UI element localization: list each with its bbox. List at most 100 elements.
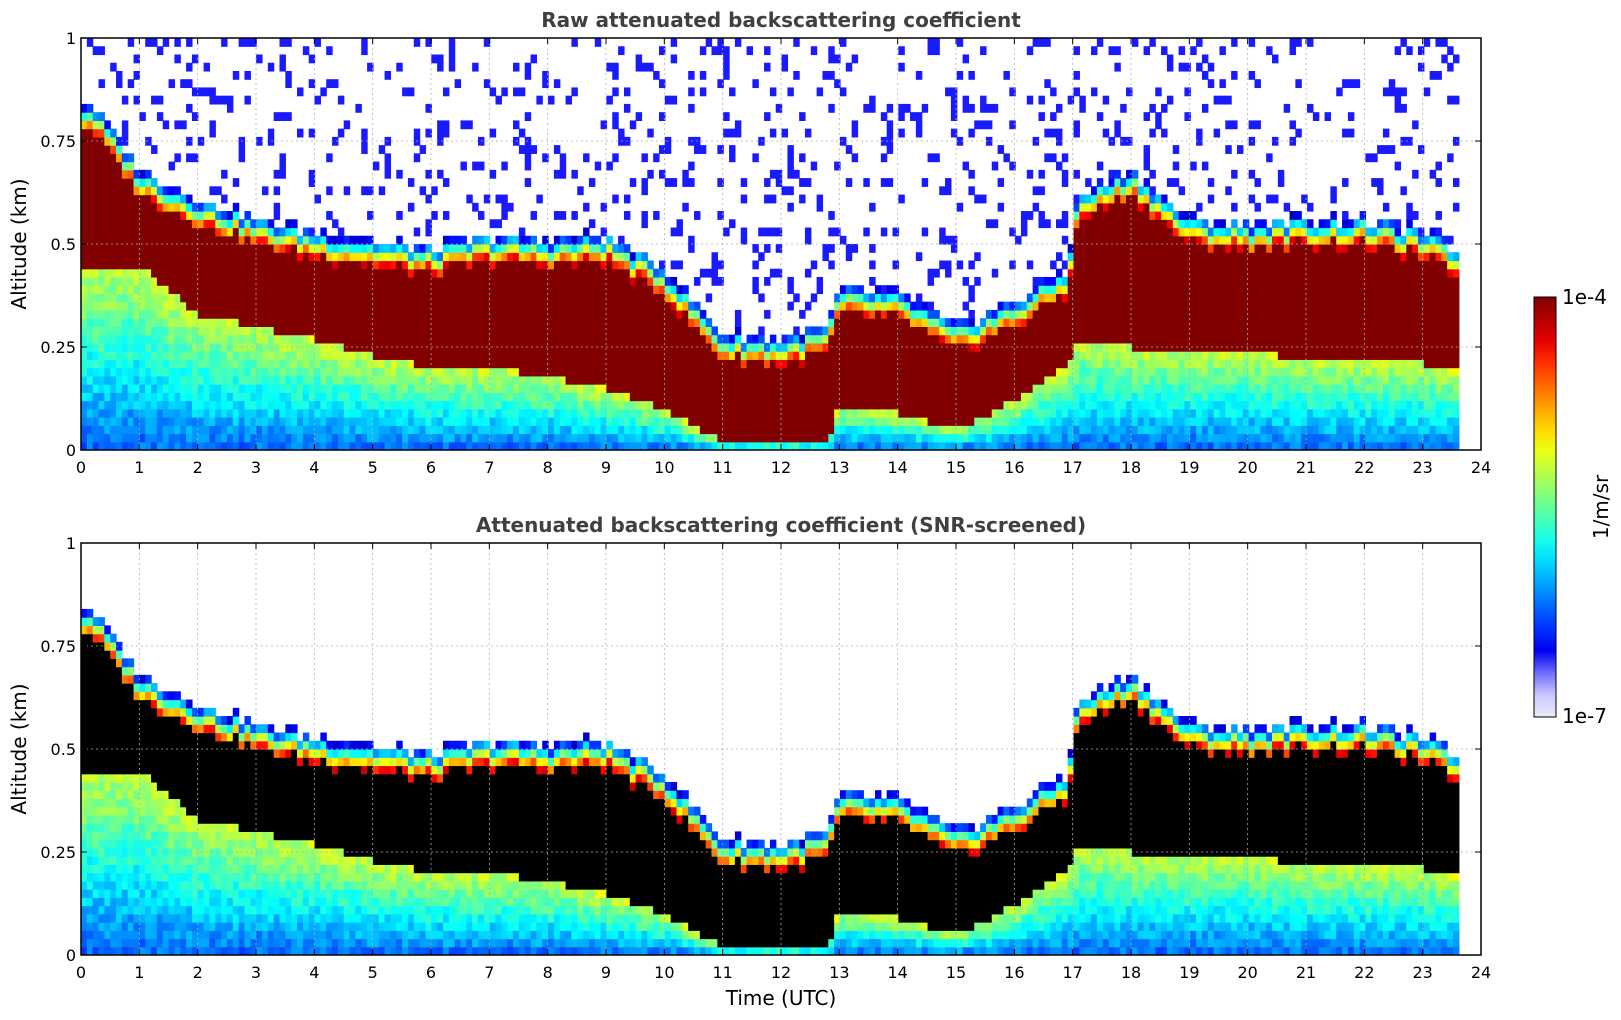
heatmap-cell	[548, 351, 555, 360]
heatmap-cell	[437, 128, 444, 138]
heatmap-cell	[1120, 425, 1127, 435]
heatmap-cell	[378, 351, 386, 360]
heatmap-cell	[594, 244, 602, 253]
heatmap-cell	[571, 351, 578, 360]
heatmap-cell	[1026, 359, 1034, 369]
heatmap-cell	[92, 318, 100, 327]
heatmap-cell	[664, 400, 672, 410]
heatmap-cell	[880, 309, 888, 319]
heatmap-cell	[1020, 351, 1028, 360]
heatmap-cell	[191, 268, 199, 278]
heatmap-cell	[168, 309, 176, 319]
heatmap-cell	[156, 202, 164, 212]
heatmap-cell	[326, 433, 333, 443]
heatmap-cell	[1085, 178, 1092, 187]
heatmap-cell	[191, 87, 199, 97]
heatmap-cell	[828, 392, 835, 402]
heatmap-cell	[332, 318, 339, 327]
heatmap-cell	[221, 384, 228, 393]
heatmap-cell	[1026, 260, 1034, 270]
heatmap-cell	[1102, 326, 1110, 336]
heatmap-cell	[191, 112, 199, 121]
heatmap-cell	[180, 367, 187, 377]
heatmap-cell	[407, 293, 415, 303]
heatmap-cell	[933, 417, 940, 426]
heatmap-cell	[133, 293, 140, 303]
heatmap-cell	[92, 359, 100, 369]
heatmap-cell	[734, 408, 742, 418]
heatmap-cell	[816, 351, 824, 360]
heatmap-cell	[145, 342, 152, 352]
heatmap-cell	[927, 309, 934, 319]
heatmap-cell	[939, 359, 946, 369]
heatmap-cell	[343, 309, 351, 319]
heatmap-cell	[250, 227, 257, 237]
heatmap-cell	[921, 375, 929, 385]
heatmap-cell	[524, 153, 532, 163]
heatmap-cell	[308, 367, 316, 377]
heatmap-cell	[530, 293, 537, 303]
heatmap-cell	[635, 384, 643, 393]
heatmap-cell	[168, 161, 176, 171]
heatmap-cell	[618, 392, 625, 402]
heatmap-cell	[355, 408, 362, 418]
heatmap-cell	[875, 301, 882, 311]
heatmap-cell	[413, 359, 421, 369]
heatmap-cell	[483, 309, 491, 319]
heatmap-cell	[209, 186, 216, 196]
heatmap-cell	[355, 301, 362, 311]
heatmap-cell	[133, 425, 140, 435]
heatmap-cell	[1114, 244, 1121, 253]
heatmap-cell	[746, 392, 753, 402]
heatmap-cell	[734, 425, 742, 435]
heatmap-cell	[1015, 351, 1022, 360]
heatmap-cell	[127, 194, 135, 204]
heatmap-cell	[92, 268, 100, 278]
heatmap-cell	[588, 351, 596, 360]
heatmap-cell	[98, 441, 105, 450]
heatmap-cell	[676, 367, 683, 377]
heatmap-cell	[98, 359, 105, 369]
heatmap-cell	[962, 301, 970, 311]
heatmap-cell	[705, 417, 713, 426]
heatmap-cell	[828, 351, 835, 360]
heatmap-cell	[980, 334, 987, 344]
heatmap-cell	[407, 334, 415, 344]
heatmap-cell	[910, 384, 917, 393]
heatmap-cell	[104, 351, 111, 360]
heatmap-cell	[104, 227, 111, 237]
heatmap-cell	[86, 268, 94, 278]
heatmap-cell	[1055, 351, 1063, 360]
heatmap-cell	[758, 359, 765, 369]
heatmap-cell	[221, 309, 228, 319]
heatmap-cell	[191, 309, 199, 319]
heatmap-cell	[361, 334, 368, 344]
heatmap-cell	[238, 326, 246, 336]
heatmap-cell	[308, 392, 316, 402]
heatmap-cell	[629, 392, 637, 402]
heatmap-cell	[804, 375, 812, 385]
heatmap-cell	[606, 433, 613, 443]
heatmap-cell	[314, 38, 321, 47]
heatmap-cell	[197, 285, 205, 295]
heatmap-cell	[571, 392, 578, 402]
heatmap-cell	[875, 359, 882, 369]
heatmap-cell	[226, 95, 234, 105]
heatmap-cell	[518, 293, 526, 303]
heatmap-cell	[221, 433, 228, 443]
heatmap-cell	[764, 46, 771, 56]
heatmap-cell	[647, 301, 654, 311]
heatmap-cell	[186, 400, 193, 410]
heatmap-cell	[927, 318, 934, 327]
heatmap-cell	[583, 252, 590, 262]
heatmap-cell	[980, 103, 987, 113]
heatmap-cell	[407, 441, 415, 450]
heatmap-cell	[116, 276, 123, 286]
heatmap-cell	[221, 417, 228, 426]
heatmap-cell	[915, 70, 923, 80]
heatmap-cell	[834, 400, 841, 410]
heatmap-cell	[81, 186, 88, 196]
heatmap-cell	[577, 359, 584, 369]
heatmap-cell	[1032, 326, 1040, 336]
heatmap-cell	[647, 326, 654, 336]
